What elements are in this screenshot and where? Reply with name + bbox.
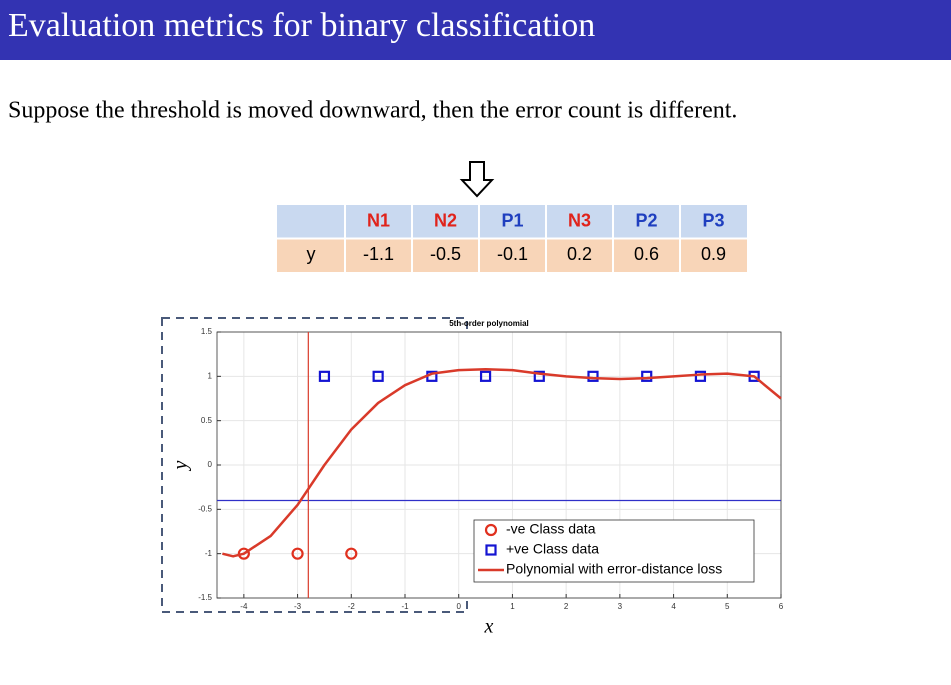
y-tick-label: 0.5 <box>201 416 213 425</box>
legend-swatch <box>485 544 497 556</box>
column-header: N3 <box>568 211 591 231</box>
x-tick-label: 6 <box>779 602 784 611</box>
slide-title: Evaluation metrics for binary classifica… <box>8 7 595 44</box>
x-tick-label: 1 <box>510 602 515 611</box>
y-tick-label: 0 <box>208 460 213 469</box>
title-bar <box>0 0 951 60</box>
chart-title: 5th-order polynomial <box>449 319 529 328</box>
row-label: y <box>307 244 316 264</box>
point <box>318 370 331 382</box>
cell: -1.1 <box>363 244 394 264</box>
point <box>533 370 545 382</box>
column-header: P2 <box>635 211 657 231</box>
cell: 0.2 <box>567 244 592 264</box>
point <box>479 370 492 382</box>
plot: -4 -3 -2 -1 0 1 2 3 4 5 6 -1.5 -1 -0.5 0 0.5 1 1.5 5th-ord… <box>170 319 784 637</box>
body-text: Suppose the threshold is moved downward,… <box>8 98 737 124</box>
y-tick-label: -1 <box>205 549 213 558</box>
axes-frame <box>216 331 782 599</box>
x-tick-label: 2 <box>564 602 569 611</box>
column-header: N1 <box>367 211 390 231</box>
point <box>694 370 707 382</box>
x-tick-label: -1 <box>401 602 409 611</box>
x-tick-label: 5 <box>725 602 730 611</box>
point <box>291 547 304 560</box>
point <box>587 370 599 382</box>
header-row <box>277 205 747 239</box>
y-tick-label: -0.5 <box>198 504 212 513</box>
point <box>345 547 358 560</box>
x-tick-label: -2 <box>348 602 356 611</box>
legend-swatch <box>484 523 498 537</box>
x-tick-label: -3 <box>294 602 302 611</box>
curve <box>222 367 782 558</box>
y-tick-label: 1 <box>208 371 213 380</box>
y-tick-label: -1.5 <box>198 593 212 602</box>
cell: 0.6 <box>634 244 659 264</box>
x-tick-label: -4 <box>240 602 248 611</box>
cell: -0.1 <box>497 244 528 264</box>
legend <box>473 519 755 583</box>
arrow <box>459 161 495 198</box>
cell: -0.5 <box>430 244 461 264</box>
point <box>641 370 653 382</box>
legend-label: Polynomial with error-distance loss <box>506 561 722 577</box>
cell: 0.9 <box>701 244 726 264</box>
legend-label: +ve Class data <box>506 541 599 557</box>
y-axis-label: y <box>170 460 192 471</box>
x-axis-label: x <box>484 616 494 638</box>
x-tick-label: 4 <box>671 602 676 611</box>
table: y N1 -1.1 N2 -0.5 P1 -0.1 N3 0.2 P2 0.6 P3 0.9 <box>277 205 747 272</box>
y-tick-label: 1.5 <box>201 327 213 336</box>
column-header: N2 <box>434 211 457 231</box>
x-tick-label: 0 <box>456 602 461 611</box>
column-header: P3 <box>702 211 724 231</box>
legend-label: -ve Class data <box>506 521 596 537</box>
point <box>372 370 384 382</box>
column-header: P1 <box>501 211 523 231</box>
data-row <box>277 238 747 272</box>
x-tick-label: 3 <box>618 602 623 611</box>
